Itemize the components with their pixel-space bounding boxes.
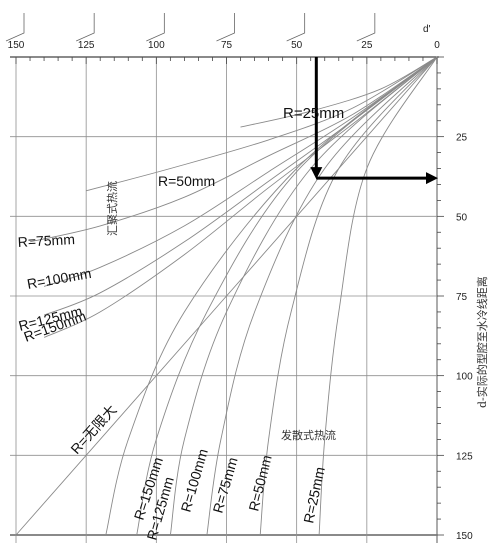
example-arrowhead-down: [310, 167, 323, 180]
converging-curve-label: R=75mm: [17, 231, 75, 250]
top-axis-tick-label: 50: [291, 40, 303, 51]
right-axis-tick-label: 100: [456, 372, 473, 383]
converging-curve: [29, 56, 438, 243]
diverging-curve: [136, 56, 438, 536]
converging-curve-label: R=25mm: [283, 105, 344, 122]
diverging-curve: [169, 56, 438, 536]
top-axis-tick-label: 100: [148, 40, 165, 51]
top-axis-tick-label: 75: [221, 40, 233, 51]
diverging-curve: [318, 56, 438, 536]
right-axis-tick-label: 75: [456, 292, 468, 303]
top-axis-ticks: 150 125 100 75 50 25 0: [5, 13, 440, 64]
converging-curve: [86, 56, 438, 192]
diverging-curve-label: R=25mm: [300, 465, 328, 524]
diverging-curve: [15, 56, 438, 536]
top-axis-tick-label: 150: [8, 40, 25, 51]
diverging-curve: [259, 56, 438, 536]
right-axis-tick-label: 125: [456, 451, 473, 462]
top-axis-leader: [216, 13, 235, 42]
converging-curve: [240, 56, 438, 128]
top-axis-leader: [146, 13, 165, 42]
grid: [10, 57, 438, 543]
converging-curve-label: R=50mm: [158, 173, 215, 189]
converging-curve: [43, 56, 438, 338]
diverging-curve-label: R=100mm: [178, 447, 211, 514]
top-axis-tick-label: 25: [361, 40, 373, 51]
converging-curve: [43, 56, 438, 287]
right-axis-label: d-实际的型腔至水冷线距离: [475, 276, 489, 408]
diverging-curve-label: R=75mm: [210, 455, 241, 514]
diverging-curve: [105, 56, 438, 536]
right-axis-tick-label: 150: [456, 531, 473, 542]
diverging-curve: [206, 56, 438, 536]
example-path: [310, 57, 438, 185]
top-axis-leader: [356, 13, 376, 42]
top-axis-leader: [286, 13, 306, 42]
right-axis-tick-label: 25: [456, 133, 468, 144]
diverging-curves: [15, 56, 438, 536]
converging-family-label: 汇聚式热流: [105, 181, 119, 236]
right-axis-ticks: 25 50 75 100 125 150: [437, 56, 473, 542]
right-axis-tick-label: 50: [456, 212, 468, 223]
converging-curves: [29, 56, 438, 338]
top-axis-leader: [5, 13, 25, 42]
diverging-curve-label: R=无限大: [67, 401, 119, 457]
converging-curve-label: R=100mm: [26, 265, 93, 292]
top-axis-label: d': [423, 24, 431, 35]
top-axis-tick-label: 125: [78, 40, 95, 51]
diverging-family-label: 发散式热流: [281, 428, 336, 442]
top-axis-tick-label: 0: [434, 40, 440, 51]
top-axis-leader: [76, 13, 95, 42]
example-arrowhead-right: [426, 172, 438, 185]
diverging-curve-label: R=50mm: [245, 453, 274, 512]
